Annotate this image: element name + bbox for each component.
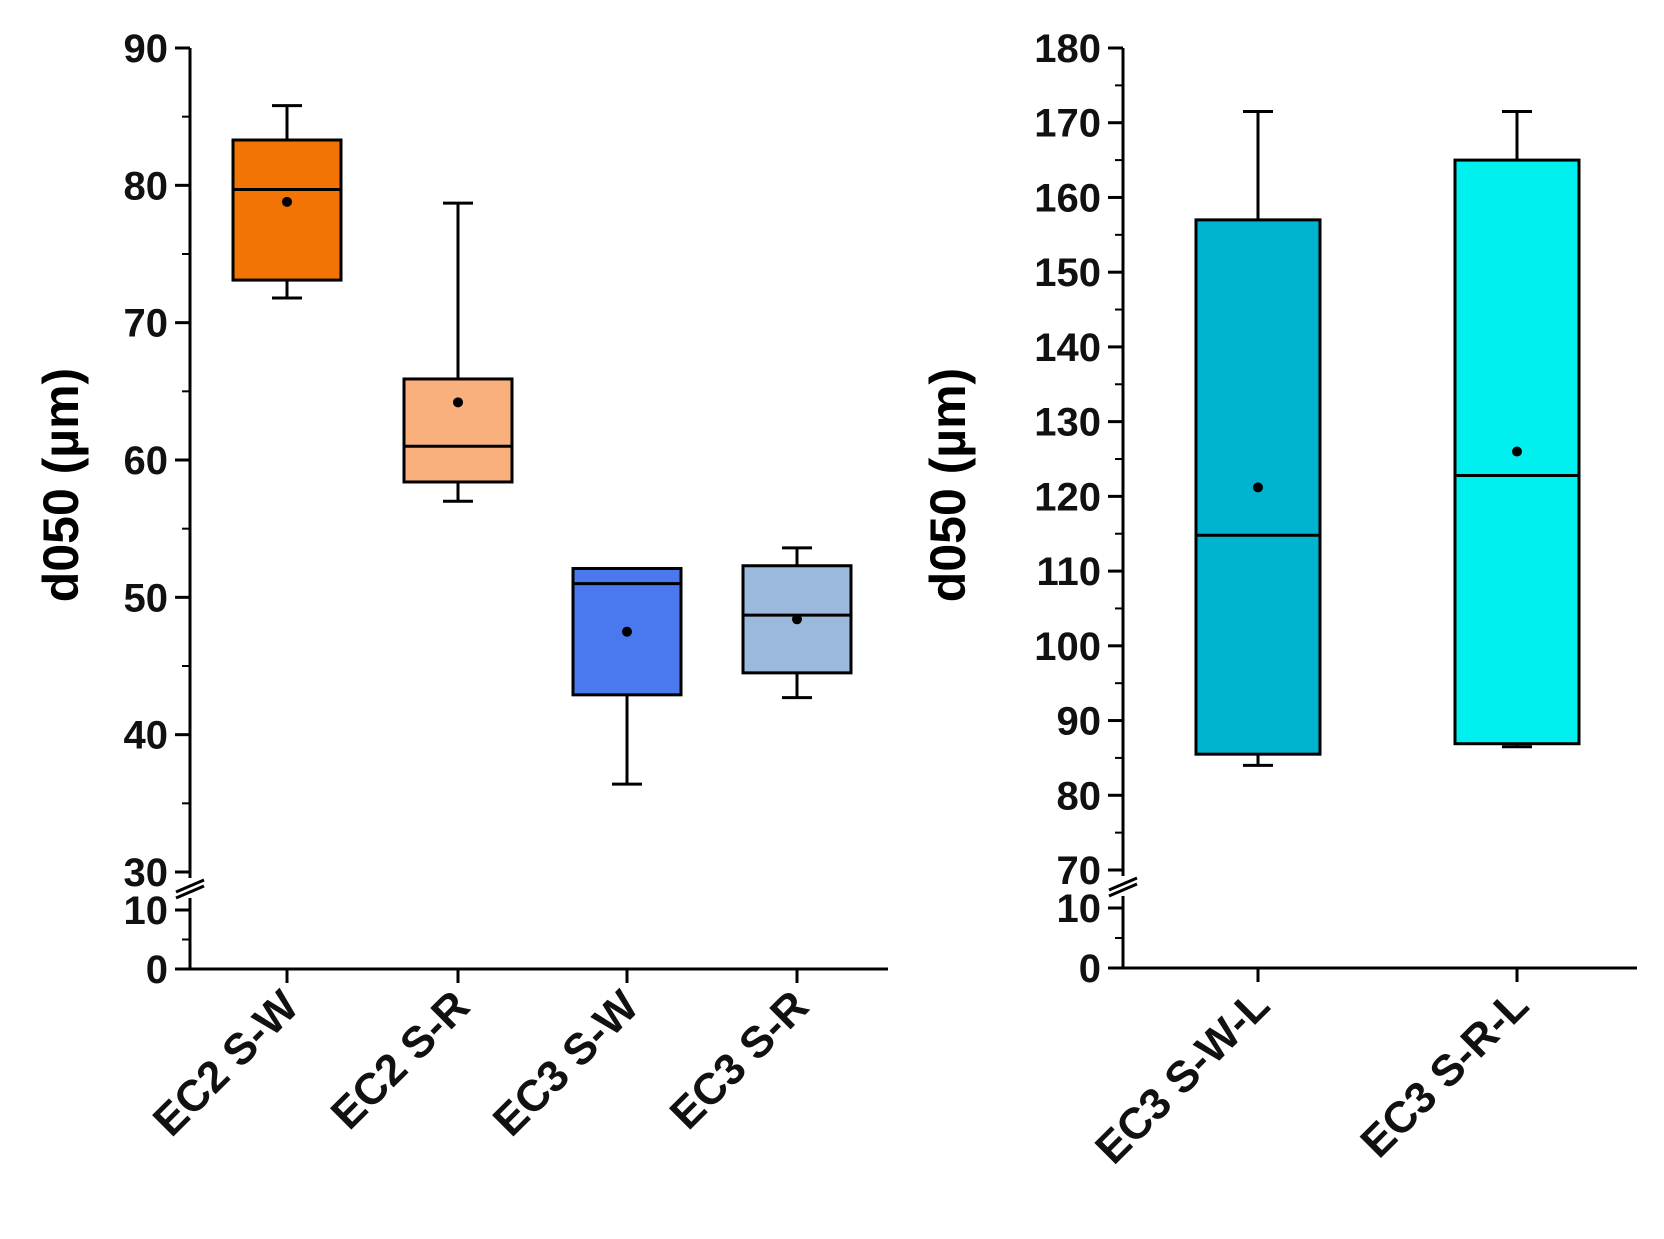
right-y-tick-label: 160: [1034, 176, 1101, 220]
mean-marker: [1512, 446, 1522, 457]
left-y-tick-label: 30: [124, 851, 169, 895]
mean-marker: [282, 196, 292, 207]
left-x-tick-label: EC3 S-W: [484, 981, 649, 1146]
right-y-axis-label: d050 (µm): [920, 368, 976, 602]
right-y-tick-label: 100: [1034, 625, 1101, 669]
left-y-tick-label: 10: [124, 889, 169, 933]
right-y-tick-label: 110: [1036, 550, 1101, 594]
right-y-tick-label: 90: [1057, 700, 1102, 744]
mean-marker: [1253, 482, 1263, 493]
left-y-tick-label: 70: [124, 302, 169, 346]
mean-marker: [622, 626, 632, 637]
left-axis-break-mark: [175, 884, 205, 900]
left-y-axis-label: d050 (µm): [33, 368, 89, 602]
right-y-tick-label: 80: [1057, 774, 1102, 818]
right-y-tick-label: 140: [1034, 326, 1101, 370]
right-axis-break-mark: [1108, 882, 1138, 898]
right-box-1: [1194, 110, 1322, 767]
right-box-2: [1453, 110, 1581, 749]
left-box-3: [571, 566, 683, 786]
left-y-tick-label: 60: [124, 439, 169, 483]
left-x-tick-label: EC2 S-R: [322, 981, 479, 1138]
left-box-4: [741, 546, 853, 700]
right-y-tick-label: 70: [1057, 849, 1102, 893]
interquartile-box: [231, 138, 343, 282]
left-y-tick-label: 50: [124, 576, 169, 620]
interquartile-box: [402, 377, 514, 484]
left-y-tick-label: 80: [124, 164, 169, 208]
right-y-tick-label: 180: [1034, 27, 1101, 71]
mean-marker: [792, 614, 802, 625]
right-y-tick-label: 130: [1034, 401, 1101, 445]
left-box-1: [231, 104, 343, 300]
left-y-tick-label: 90: [124, 27, 169, 71]
left-axis-break-mark: [175, 878, 205, 894]
right-x-tick-label: EC3 S-W-L: [1086, 980, 1279, 1173]
right-axis-break-mark: [1108, 876, 1138, 892]
right-y-tick-label: 0: [1079, 947, 1101, 991]
right-y-tick-label: 10: [1057, 887, 1102, 931]
left-x-tick-label: EC2 S-W: [144, 981, 309, 1146]
left-y-tick-label: 40: [124, 714, 169, 758]
left-box-2: [402, 201, 514, 503]
left-y-tick-label: 0: [146, 948, 168, 992]
right-y-tick-label: 120: [1034, 475, 1101, 519]
right-y-tick-label: 170: [1034, 102, 1101, 146]
right-y-tick-label: 150: [1034, 251, 1101, 295]
left-x-tick-label: EC3 S-R: [661, 981, 818, 1138]
right-x-tick-label: EC3 S-R-L: [1351, 980, 1538, 1167]
mean-marker: [453, 397, 463, 408]
